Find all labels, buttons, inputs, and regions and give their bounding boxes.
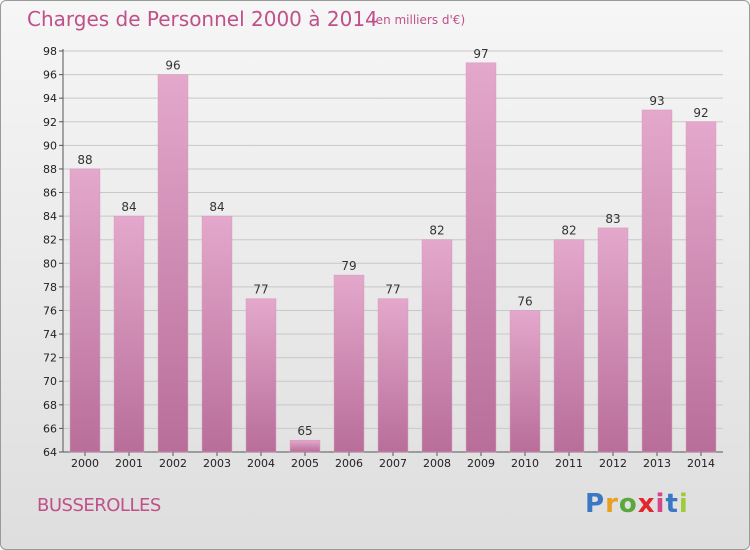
bar: [201, 215, 233, 453]
x-tick-label: 2001: [115, 457, 143, 470]
y-tick-label: 78: [43, 281, 57, 294]
commune-name: BUSSEROLLES: [37, 495, 161, 516]
x-tick-label: 2007: [379, 457, 407, 470]
x-tick-label: 2000: [71, 457, 99, 470]
y-tick-label: 64: [43, 446, 57, 459]
x-tick-label: 2006: [335, 457, 363, 470]
bar: [113, 215, 145, 453]
logo-letter: i: [678, 489, 689, 519]
y-tick-label: 94: [43, 92, 57, 105]
x-tick-label: 2004: [247, 457, 275, 470]
y-tick-label: 98: [43, 45, 57, 58]
logo-letter: x: [637, 489, 656, 519]
data-label: 82: [429, 224, 444, 238]
bar: [245, 298, 277, 453]
logo-letter: o: [618, 489, 638, 519]
x-tick-label: 2011: [555, 457, 583, 470]
y-tick-label: 86: [43, 187, 57, 200]
y-tick-label: 96: [43, 69, 57, 82]
data-label: 96: [165, 59, 180, 73]
proxiti-logo[interactable]: Proxiti: [585, 489, 689, 519]
data-label: 82: [561, 224, 576, 238]
bar: [641, 109, 673, 453]
chart-unit: (en milliers d'€): [371, 13, 466, 27]
bar: [333, 274, 365, 453]
x-tick-label: 2009: [467, 457, 495, 470]
x-tick-label: 2002: [159, 457, 187, 470]
data-label: 93: [649, 94, 664, 108]
bar: [157, 74, 189, 453]
x-tick-label: 2003: [203, 457, 231, 470]
bar: [465, 62, 497, 453]
y-tick-label: 82: [43, 234, 57, 247]
data-label: 84: [209, 200, 224, 214]
y-tick-label: 88: [43, 163, 57, 176]
bar: [289, 439, 321, 453]
data-labels: 88 84 96 84 77 65 79 77 82 97 76 82 83 93 92: [77, 47, 708, 438]
x-tick-labels: 2000 2001 2002 2003 2004 2005 2006 2007 2008 2009…: [71, 457, 715, 470]
data-label: 79: [341, 259, 356, 273]
data-label: 83: [605, 212, 620, 226]
y-tick-label: 72: [43, 352, 57, 365]
x-tick-label: 2005: [291, 457, 319, 470]
logo-letter: r: [605, 489, 619, 519]
data-label: 77: [253, 283, 268, 297]
data-label: 77: [385, 283, 400, 297]
data-label: 97: [473, 47, 488, 61]
logo-letter: i: [655, 489, 666, 519]
data-label: 65: [297, 424, 312, 438]
y-tick-labels: 64 66 68 70 72 74 76 78 80 82 84 86 88 90 92 94 96 98: [43, 45, 57, 459]
y-tick-label: 74: [43, 328, 57, 341]
bar: [509, 310, 541, 453]
bar: [69, 168, 101, 453]
data-label: 76: [517, 294, 532, 308]
bar: [685, 121, 717, 453]
logo-letter: t: [665, 489, 679, 519]
data-label: 92: [693, 106, 708, 120]
y-tick-label: 66: [43, 422, 57, 435]
x-tick-label: 2008: [423, 457, 451, 470]
y-tick-label: 76: [43, 304, 57, 317]
y-tick-label: 80: [43, 257, 57, 270]
y-tick-label: 70: [43, 375, 57, 388]
y-tick-label: 90: [43, 139, 57, 152]
y-tick-label: 84: [43, 210, 57, 223]
bar: [421, 239, 453, 453]
x-tick-label: 2014: [687, 457, 715, 470]
bar: [553, 239, 585, 453]
x-tick-label: 2013: [643, 457, 671, 470]
bars: [69, 62, 717, 453]
bar: [597, 227, 629, 453]
data-label: 84: [121, 200, 136, 214]
y-tick-label: 92: [43, 116, 57, 129]
data-label: 88: [77, 153, 92, 167]
x-tick-label: 2010: [511, 457, 539, 470]
logo-letter: P: [585, 489, 606, 519]
y-tick-label: 68: [43, 399, 57, 412]
chart-title: Charges de Personnel 2000 à 2014: [27, 7, 378, 31]
x-tick-label: 2012: [599, 457, 627, 470]
bar: [377, 298, 409, 453]
